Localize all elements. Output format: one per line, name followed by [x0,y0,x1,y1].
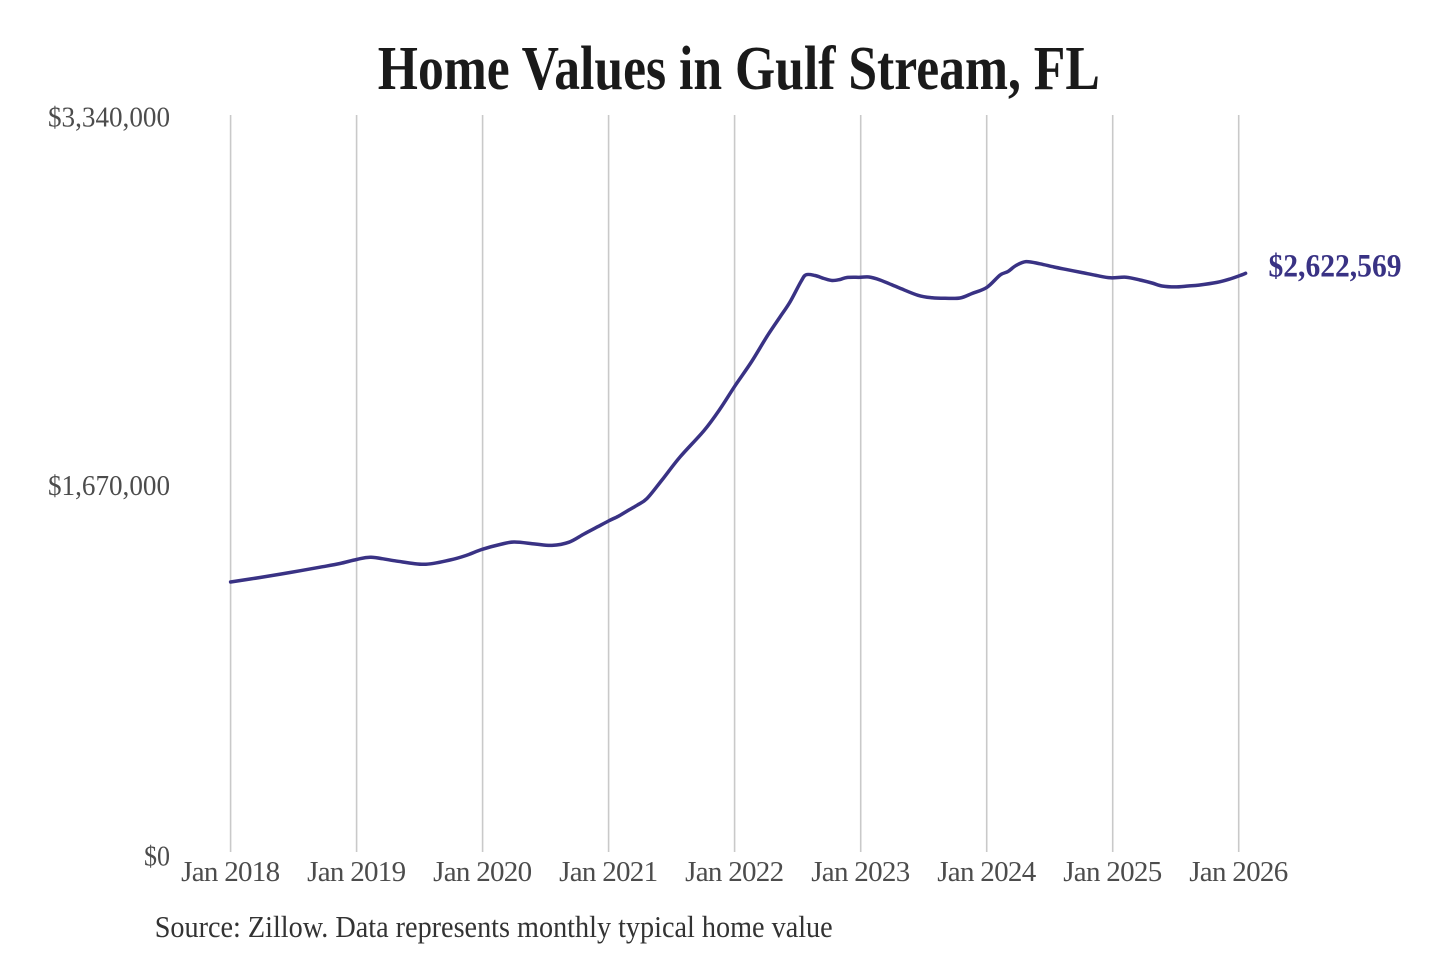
svg-text:Jan 2026: Jan 2026 [1189,856,1288,888]
svg-text:Jan 2018: Jan 2018 [181,856,280,888]
svg-text:Jan 2020: Jan 2020 [433,856,532,888]
svg-text:Jan 2025: Jan 2025 [1063,856,1162,888]
svg-text:$2,622,569: $2,622,569 [1269,249,1402,285]
svg-text:Jan 2022: Jan 2022 [685,856,784,888]
svg-text:Jan 2021: Jan 2021 [559,856,658,888]
svg-text:Source: Zillow. Data represent: Source: Zillow. Data represents monthly … [155,909,833,944]
svg-text:Jan 2024: Jan 2024 [937,856,1036,888]
svg-text:Jan 2023: Jan 2023 [811,856,910,888]
svg-text:$3,340,000: $3,340,000 [48,102,170,134]
svg-text:Jan 2019: Jan 2019 [307,856,406,888]
svg-text:$1,670,000: $1,670,000 [48,470,170,502]
svg-text:Home Values in Gulf Stream, FL: Home Values in Gulf Stream, FL [378,35,1100,103]
svg-text:$0: $0 [144,841,170,873]
